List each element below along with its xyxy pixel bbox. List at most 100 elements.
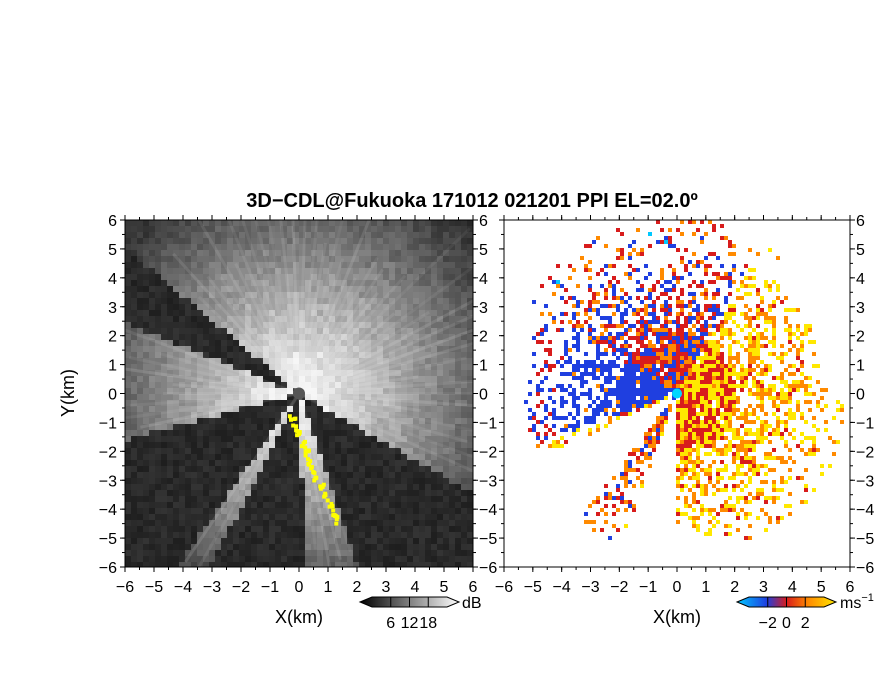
intensity-cell <box>389 376 395 382</box>
velocity-cell <box>684 304 688 308</box>
velocity-cell <box>692 292 696 296</box>
intensity-cell <box>125 460 131 466</box>
intensity-cell <box>233 514 239 520</box>
intensity-cell <box>239 448 245 454</box>
intensity-cell <box>221 232 227 238</box>
intensity-cell <box>407 268 413 274</box>
intensity-cell <box>167 490 173 496</box>
intensity-cell <box>131 304 137 310</box>
velocity-cell <box>668 364 672 368</box>
intensity-cell <box>371 442 377 448</box>
intensity-cell <box>383 364 389 370</box>
intensity-cell <box>167 316 173 322</box>
intensity-cell <box>353 334 359 340</box>
intensity-cell <box>233 412 239 418</box>
intensity-cell <box>299 298 305 304</box>
intensity-cell <box>341 250 347 256</box>
intensity-cell <box>191 502 197 508</box>
intensity-cell <box>467 532 473 538</box>
velocity-cell <box>604 376 608 380</box>
intensity-cell <box>179 424 185 430</box>
velocity-cell <box>740 272 744 276</box>
intensity-cell <box>215 274 221 280</box>
intensity-cell <box>221 418 227 424</box>
intensity-cell <box>329 322 335 328</box>
intensity-cell <box>401 304 407 310</box>
intensity-cell <box>383 226 389 232</box>
velocity-cell <box>752 384 756 388</box>
intensity-cell <box>245 268 251 274</box>
intensity-cell <box>161 364 167 370</box>
intensity-cell <box>365 484 371 490</box>
intensity-cell <box>197 220 203 226</box>
intensity-cell <box>335 460 341 466</box>
intensity-cell <box>305 274 311 280</box>
intensity-cell <box>419 280 425 286</box>
intensity-cell <box>167 238 173 244</box>
intensity-cell <box>437 436 443 442</box>
velocity-cell <box>748 392 752 396</box>
intensity-cell <box>239 358 245 364</box>
intensity-cell <box>407 226 413 232</box>
velocity-cell <box>652 284 656 288</box>
intensity-cell <box>167 430 173 436</box>
intensity-cell <box>233 400 239 406</box>
intensity-cell <box>413 472 419 478</box>
velocity-cell <box>580 384 584 388</box>
intensity-cell <box>167 268 173 274</box>
intensity-cell <box>179 316 185 322</box>
velocity-cell <box>636 356 640 360</box>
velocity-cell <box>672 276 676 280</box>
intensity-cell <box>401 220 407 226</box>
intensity-cell <box>269 448 275 454</box>
intensity-cell <box>191 376 197 382</box>
intensity-cell <box>449 382 455 388</box>
intensity-cell <box>299 280 305 286</box>
velocity-cell <box>664 240 668 244</box>
intensity-cell <box>401 454 407 460</box>
intensity-cell <box>173 514 179 520</box>
intensity-cell <box>395 316 401 322</box>
velocity-cell <box>776 288 780 292</box>
intensity-cell <box>317 358 323 364</box>
intensity-cell <box>263 316 269 322</box>
intensity-cell <box>299 304 305 310</box>
intensity-cell <box>377 388 383 394</box>
intensity-cell <box>329 490 335 496</box>
intensity-cell <box>467 232 473 238</box>
intensity-ray <box>140 392 300 429</box>
intensity-cell <box>365 382 371 388</box>
intensity-cell <box>197 562 203 567</box>
intensity-cell <box>347 406 353 412</box>
velocity-cell <box>660 240 664 244</box>
intensity-cell <box>281 454 287 460</box>
intensity-cell <box>137 538 143 544</box>
intensity-cell <box>125 238 131 244</box>
velocity-cell <box>644 388 648 392</box>
intensity-cell <box>155 544 161 550</box>
intensity-cell <box>347 226 353 232</box>
intensity-cell <box>371 286 377 292</box>
intensity-cell <box>347 322 353 328</box>
velocity-cell <box>608 392 612 396</box>
velocity-cell <box>696 396 700 400</box>
velocity-cell <box>604 304 608 308</box>
intensity-cell <box>455 292 461 298</box>
intensity-cell <box>245 472 251 478</box>
intensity-cell <box>257 442 263 448</box>
velocity-cell <box>692 372 696 376</box>
velocity-cell <box>740 368 744 372</box>
intensity-cell <box>203 262 209 268</box>
intensity-cell <box>149 538 155 544</box>
intensity-cell <box>155 256 161 262</box>
intensity-cell <box>311 244 317 250</box>
velocity-cell <box>712 344 716 348</box>
intensity-cell <box>401 526 407 532</box>
velocity-cell <box>744 276 748 280</box>
intensity-cell <box>461 442 467 448</box>
intensity-cell <box>425 514 431 520</box>
intensity-cell <box>461 328 467 334</box>
intensity-cell <box>131 460 137 466</box>
intensity-cell <box>323 532 329 538</box>
intensity-cell <box>245 478 251 484</box>
